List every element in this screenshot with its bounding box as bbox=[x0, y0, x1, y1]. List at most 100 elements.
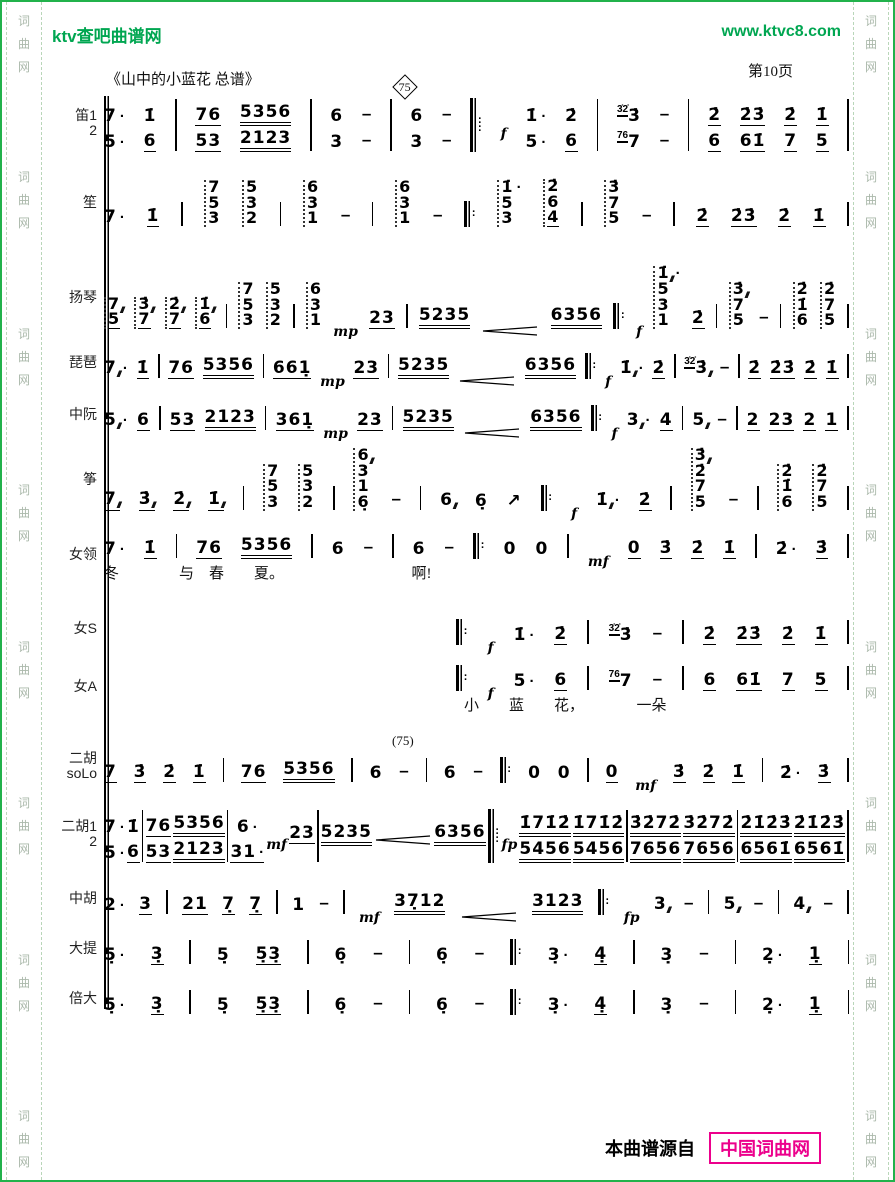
barline bbox=[847, 304, 849, 329]
note-token: 1 bbox=[307, 208, 320, 228]
note-column: – – bbox=[442, 100, 451, 152]
tremolo-mark: /// bbox=[669, 274, 675, 285]
barline bbox=[310, 99, 312, 151]
tremolo-mark: /// bbox=[666, 904, 672, 915]
note-column: – – bbox=[660, 100, 669, 152]
barline bbox=[587, 665, 589, 690]
tremolo-mark: /// bbox=[736, 904, 741, 915]
barline bbox=[276, 889, 278, 914]
note-token: 6 bbox=[357, 445, 370, 465]
tremolo-mark: /// bbox=[150, 304, 156, 315]
footer-source-text: 本曲谱源自 bbox=[605, 1139, 695, 1159]
barline bbox=[761, 757, 764, 782]
note-column bbox=[374, 825, 432, 845]
note-token: 3///· bbox=[626, 410, 651, 432]
barline bbox=[847, 485, 849, 510]
note-token: 5///· bbox=[104, 410, 128, 432]
augmentation-dot: · bbox=[795, 764, 801, 782]
barline bbox=[734, 939, 737, 964]
note-token: 23 bbox=[768, 410, 795, 432]
side-watermark-char: 网 bbox=[17, 372, 30, 387]
note-token: 1̣ bbox=[808, 993, 822, 1015]
page-title: 《山中的小蓝花 总谱》 bbox=[106, 72, 260, 88]
note-token: 6356 bbox=[550, 305, 602, 330]
barline bbox=[141, 809, 144, 862]
note-token: 7 · bbox=[104, 106, 125, 126]
note-token: 6 bbox=[412, 538, 426, 559]
dynamic-mf: mf bbox=[635, 777, 657, 794]
barline bbox=[847, 354, 849, 379]
note-token: 767 bbox=[608, 668, 633, 691]
side-watermark-right: 词曲网词曲网词曲网词曲网词曲网词曲网词曲网词曲网 bbox=[853, 2, 889, 1180]
chord-token: 2̇ 1̇ 6 bbox=[792, 280, 809, 330]
note-token: 2̇ bbox=[823, 278, 837, 298]
barline bbox=[847, 665, 849, 690]
barline bbox=[226, 809, 229, 862]
tremolo-mark: /// bbox=[116, 369, 122, 380]
note-token: 2123 bbox=[204, 407, 256, 432]
barline bbox=[674, 354, 676, 379]
note-token: 2123 bbox=[173, 839, 225, 863]
tremolo-mark: /// bbox=[632, 369, 638, 380]
repeat-start-sign: · · bbox=[456, 618, 468, 645]
note-token: 2̇ bbox=[638, 489, 652, 511]
note-token: 61̇ bbox=[736, 669, 762, 691]
note-token: 1̇ bbox=[126, 816, 140, 837]
side-watermark-char: 网 bbox=[17, 998, 30, 1013]
note-token: 7̣ bbox=[249, 893, 263, 915]
note-token: 2 · bbox=[104, 894, 125, 915]
staff-wrap: · · f 5 · 6 767– 6 61̇ 7 5 小 蓝 花， 一朵 bbox=[104, 657, 849, 715]
barline bbox=[175, 99, 177, 151]
barline bbox=[293, 304, 295, 329]
grace-note: 76 bbox=[608, 668, 620, 682]
side-watermark-char: 曲 bbox=[17, 349, 30, 364]
barline bbox=[738, 354, 740, 379]
note-token: 2̇ bbox=[748, 358, 762, 380]
arpeggio-chord: 3̇ 7 bbox=[134, 295, 151, 330]
footer-brand-link[interactable]: 中国词曲网 bbox=[709, 1132, 821, 1164]
note-token: 3̇ bbox=[608, 177, 621, 196]
dash-note: – bbox=[659, 104, 670, 123]
barline bbox=[307, 939, 309, 964]
barline bbox=[391, 406, 394, 431]
note-token: 767 bbox=[616, 130, 641, 152]
tremolo-mark: /// bbox=[706, 456, 712, 467]
note-token: 3̇ bbox=[659, 537, 673, 559]
barline bbox=[408, 939, 411, 964]
note-token: 1 bbox=[399, 208, 412, 228]
note-column: 23 bbox=[289, 823, 315, 845]
note-token: 5̣ bbox=[216, 944, 230, 965]
note-column: 7 · 5 · bbox=[104, 811, 125, 863]
note-token: 6 bbox=[369, 762, 383, 783]
arpeggio-chord: 1̇ 5 3 bbox=[497, 179, 513, 228]
note-token: 53 bbox=[169, 410, 196, 432]
tremolo-mark: /// bbox=[608, 500, 614, 511]
note-token: 5 bbox=[823, 310, 837, 330]
note-column: 2̇1̇2̇3̇ 6561̇ bbox=[740, 811, 792, 863]
note-column: 5356 2123 bbox=[173, 811, 225, 863]
side-watermark-char: 曲 bbox=[864, 819, 877, 834]
staff-row-yangqin: 扬琴 7 5///3̇ 7///2̇ 7///1̇ 6///7 5 3 5 3 2 6 3 1 mp 23 52… bbox=[48, 265, 849, 340]
note-token: 7 bbox=[138, 309, 151, 330]
note-token: 5 bbox=[269, 278, 282, 298]
dash-note: – bbox=[753, 892, 764, 912]
site-url-link[interactable]: www.ktvc8.com bbox=[721, 23, 841, 40]
instrument-label: 扬琴 bbox=[69, 288, 97, 305]
note-token: 2̇ · bbox=[780, 762, 801, 783]
barline bbox=[222, 757, 224, 782]
arpeggio-chord: 2̇ 7 bbox=[164, 295, 181, 330]
note-token: 5 · bbox=[513, 670, 535, 691]
note-token: 0 bbox=[503, 538, 517, 559]
staff-wrap: 7///3̇///2̇///1̇///7 5 3 5 3 2 6 3 1 6̣///–6///6̣… bbox=[104, 445, 849, 522]
tremolo-mark: /// bbox=[116, 499, 122, 510]
note-column: 3̇2̇72̇ 7656 bbox=[629, 811, 682, 863]
dash-note: – bbox=[474, 992, 485, 1012]
note-token: 3̇ bbox=[815, 537, 829, 559]
note-token: 1 bbox=[825, 410, 839, 432]
barline bbox=[189, 939, 191, 964]
note-token: 6 bbox=[554, 669, 568, 691]
side-watermark-group: 词曲网 bbox=[865, 1107, 877, 1170]
note-token: 6356 bbox=[530, 407, 582, 432]
side-watermark-group: 词曲网 bbox=[18, 168, 30, 231]
